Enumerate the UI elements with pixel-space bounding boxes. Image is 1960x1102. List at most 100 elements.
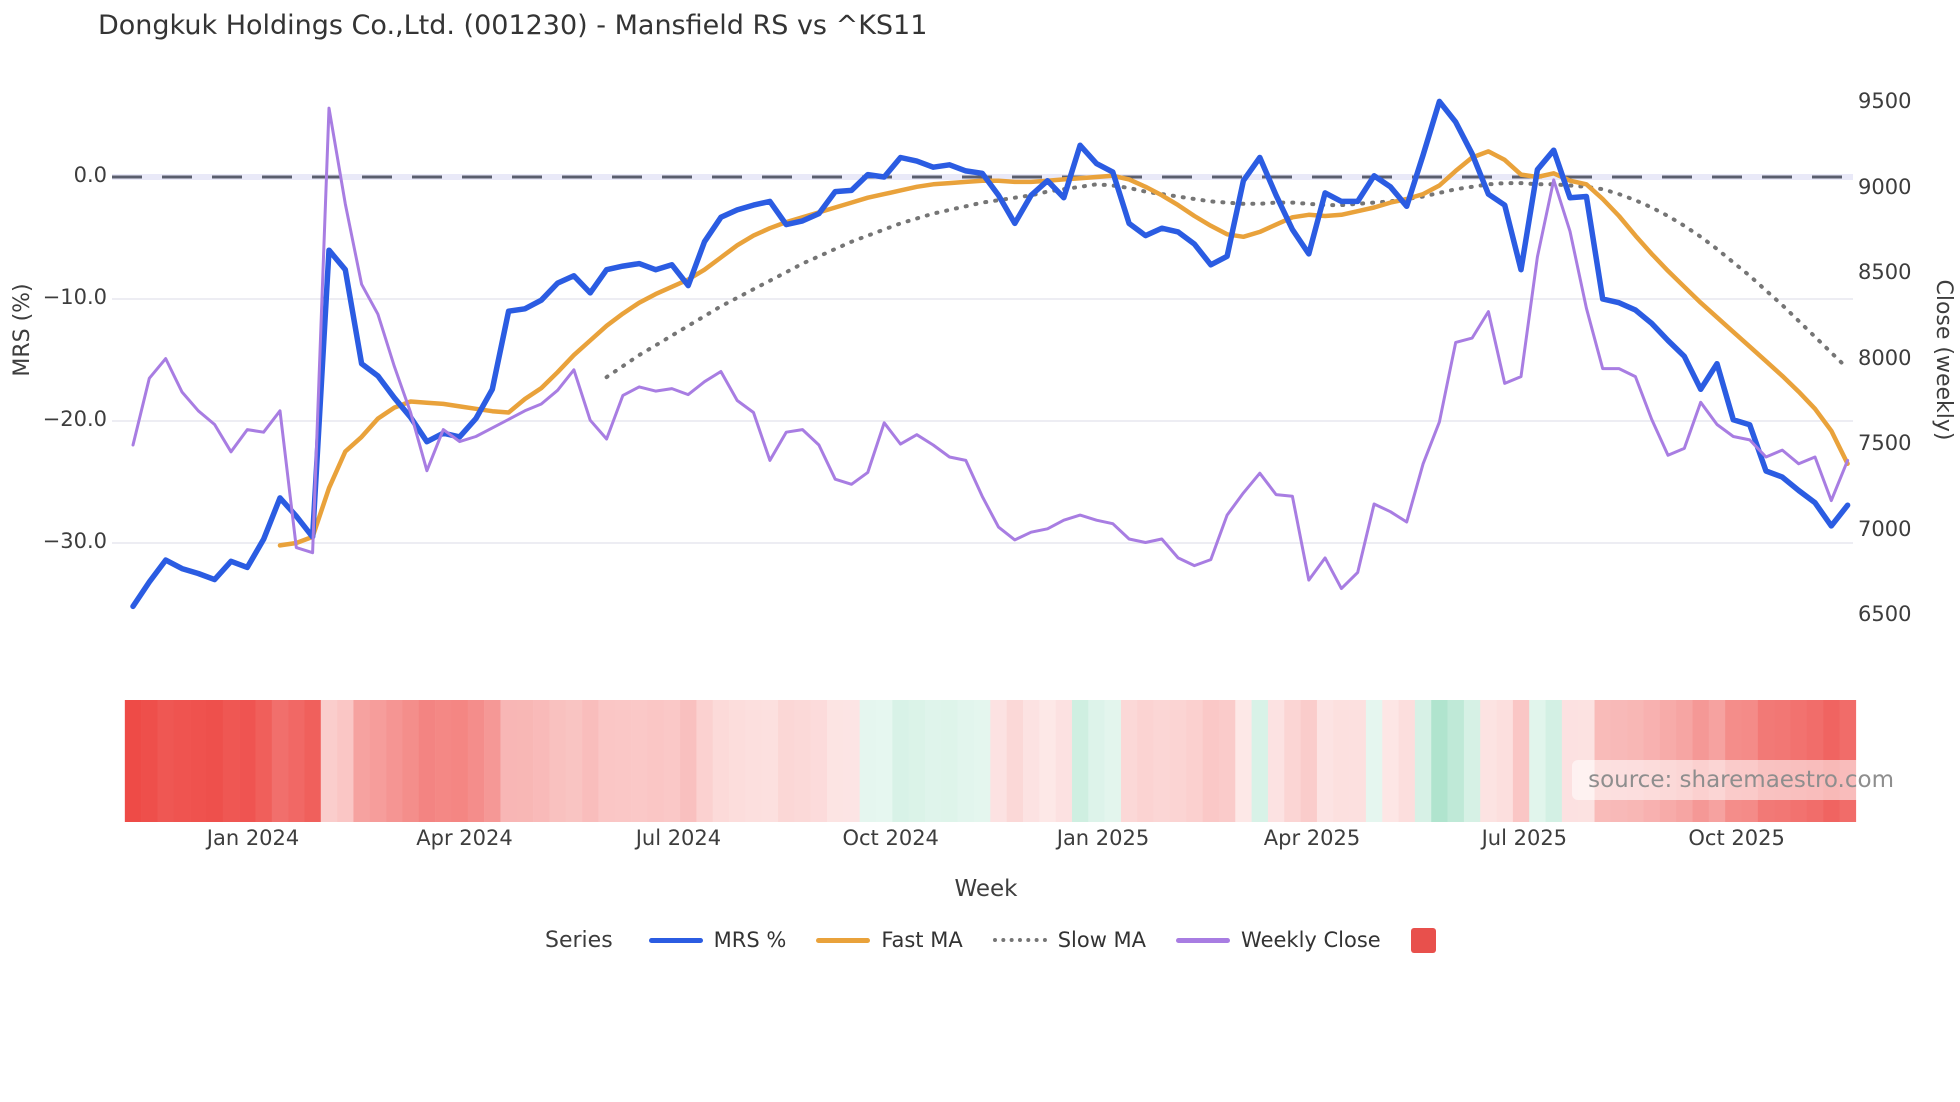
legend-item-slow-ma: Slow MA [992,928,1147,952]
chart-title: Dongkuk Holdings Co.,Ltd. (001230) - Man… [98,10,928,41]
legend-item-label: Weekly Close [1241,928,1381,952]
right-tick-label: 8500 [1858,260,1912,284]
heatmap-cell [533,700,550,822]
heatmap-cell [1316,700,1334,822]
heatmap-cell [369,700,387,822]
line-swatch-icon [816,937,871,943]
heatmap-cell [451,700,469,822]
heatmap-cell [631,700,648,822]
x-tick-label: Oct 2025 [1688,826,1785,850]
heatmap-cell [549,700,567,822]
right-tick-label: 7000 [1858,516,1912,541]
heatmap-cell [1545,700,1563,822]
heatmap-cell [157,700,175,822]
right-tick-label: 8000 [1858,345,1912,370]
heatmap-cell [680,700,697,822]
heatmap-cell [892,700,909,822]
heatmap-cell [255,700,273,822]
heatmap-cell [1512,700,1530,822]
line-swatch-icon [648,937,703,943]
legend: Series MRS % Fast MA Slow MA Weekly Close [545,922,1436,958]
heatmap-cell [696,700,714,822]
heatmap-cell [745,700,763,822]
heatmap-cell [288,700,305,822]
x-axis-title: Week [954,876,1018,902]
x-tick-label: Apr 2024 [416,826,513,850]
x-tick-label: Jan 2025 [1056,826,1150,850]
heatmap-cell [239,700,256,822]
heatmap-cell [1218,700,1236,822]
right-tick-label: 7500 [1858,431,1912,455]
right-tick-label: 9500 [1858,89,1912,113]
heatmap-cell [1202,700,1220,822]
heatmap-cell [1104,700,1122,822]
heatmap-cell [1088,700,1105,822]
mrs-line [130,98,1851,610]
fast-ma-line [277,149,1850,548]
heatmap-cell [1120,700,1138,822]
heatmap-cell [582,700,599,822]
heatmap-cell [761,700,779,822]
left-axis-title: MRS (%) [10,283,35,377]
slow-ma-dotted-swatch-icon [992,938,1047,942]
heatmap-cell [843,700,860,822]
heatmap-cell [1006,700,1024,822]
heatmap-cell [876,700,893,822]
x-tick-label: Jul 2025 [1481,826,1568,850]
heatmap-cell [1349,700,1367,822]
right-tick-label: 9000 [1858,174,1912,199]
heatmap-cell [1267,700,1285,822]
heatmap-cell [418,700,436,822]
heatmap-cell [1039,700,1056,822]
heatmap-cell [1333,700,1350,822]
heatmap-cell [1365,700,1383,822]
heatmap-cell [320,700,338,822]
heatmap-cell [222,700,240,822]
heatmap-cell [794,700,811,822]
heatmap-cell [990,700,1007,822]
heatmap-cell [141,700,158,822]
heatmap-cell [827,700,844,822]
legend-item-label: MRS % [713,928,787,952]
heatmap-cell [1447,700,1465,822]
heatmap-cell [190,700,207,822]
heatmap-cell [1382,700,1399,822]
heatmap-cell [957,700,975,822]
right-tick-label: 6500 [1858,602,1912,626]
legend-item-heatmap [1410,927,1436,953]
heatmap-cell [908,700,926,822]
left-tick-label: −30.0 [42,529,107,553]
heatmap-cell [598,700,616,822]
x-tick-label: Apr 2025 [1263,826,1361,850]
heatmap-cell [647,700,665,822]
heatmap-cell [467,700,485,822]
heatmap-cell [1480,700,1497,822]
legend-item-fast-ma: Fast MA [816,928,963,952]
heatmap-cell [1169,700,1187,822]
heatmap-cell [1022,700,1040,822]
heatmap-cell [435,700,452,822]
heatmap-cell [778,700,795,822]
heatmap-cell [1071,700,1089,822]
heatmap-cell [516,700,534,822]
source-attribution: source: sharemaestro.com [1572,760,1910,800]
heatmap-cell [1414,700,1432,822]
heatmap-cell [500,700,518,822]
heatmap-cell [402,700,420,822]
legend-group-label: Series [545,927,613,953]
heatmap-cell [271,700,289,822]
slow-ma-line [604,181,1850,380]
heatmap-cell [1186,700,1203,822]
heatmap-swatch-icon [1410,927,1436,953]
heatmap-cell [1235,700,1252,822]
heatmap-cell [1398,700,1416,822]
heatmap-cell [859,700,877,822]
heatmap-cell [1463,700,1481,822]
x-tick-label: Oct 2024 [842,826,939,850]
line-swatch-icon [1176,937,1231,943]
legend-item-label: Slow MA [1057,928,1147,952]
heatmap-cell [941,700,958,822]
heatmap-cell [663,700,681,822]
left-tick-label: 0.0 [73,163,107,187]
